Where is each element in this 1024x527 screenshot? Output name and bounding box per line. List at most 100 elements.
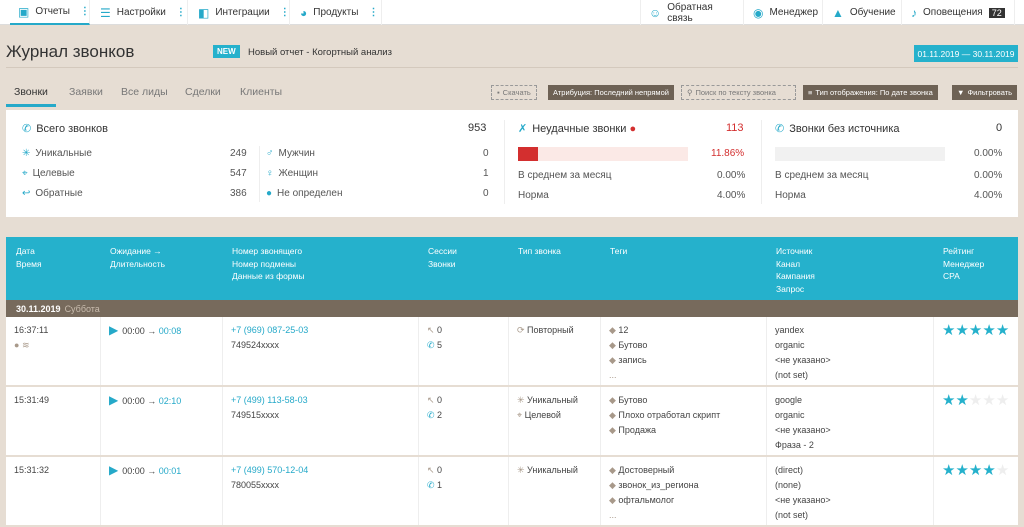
tab-requests[interactable]: Заявки (69, 86, 103, 98)
person-icon: ● (266, 188, 273, 199)
column-header[interactable]: Источник Канал Кампания Запрос (776, 245, 815, 295)
help-icon[interactable]: ● (629, 123, 637, 135)
filter-button[interactable]: ▼ Фильтровать (952, 85, 1018, 100)
group-weekday: Суббота (64, 303, 100, 314)
column-header[interactable]: Рейтинг Менеджер CPA (943, 245, 984, 283)
more-tags[interactable]: ... (609, 370, 617, 380)
page-title: Журнал звонков (6, 42, 135, 61)
download-button[interactable]: ▪ Скачать (491, 85, 537, 100)
star-icon[interactable]: ★ (942, 392, 956, 409)
nav-products[interactable]: ◕ Продукты ⋮ (292, 0, 382, 25)
tag-label: Бутово (618, 340, 648, 350)
comment-icon[interactable]: ● (14, 340, 22, 350)
column-header[interactable]: Ожидание → Длительность (110, 245, 165, 270)
stat-undefined-value: 0 (483, 188, 489, 199)
table-cell: ▶ 00:00 → 00:01 (100, 457, 222, 525)
more-icon[interactable]: ⋮ (79, 6, 90, 17)
star-icon[interactable]: ★ (982, 392, 996, 409)
attribution-button[interactable]: Атрибуция: Последний непрямой (548, 85, 674, 100)
header-label: Теги (610, 246, 628, 256)
nav-label: Продукты (313, 7, 359, 18)
tab-calls[interactable]: Звонки (6, 86, 56, 107)
label: Не определен (277, 188, 343, 199)
caller-phone[interactable]: +7 (499) 570-12-04 (231, 465, 309, 475)
more-icon[interactable]: ⋮ (175, 7, 186, 18)
star-icon[interactable]: ★ (955, 322, 969, 339)
star-icon[interactable]: ★ (982, 322, 996, 339)
rating[interactable]: ★★★★★ (942, 323, 1018, 338)
table-cell: 15:31:49 (6, 387, 100, 455)
star-icon[interactable]: ★ (968, 462, 983, 479)
header-label: Номер звонящего (232, 246, 303, 256)
tab-clients[interactable]: Клиенты (240, 86, 283, 98)
caller-phone[interactable]: +7 (969) 087-25-03 (231, 325, 309, 335)
source-field: Фраза - 2 (775, 440, 814, 450)
star-icon[interactable]: ★ (995, 462, 1010, 479)
call-text-search[interactable]: ⚲ Поиск по тексту звонка (681, 85, 796, 100)
star-icon[interactable]: ★ (942, 462, 956, 479)
new-report-link[interactable]: Новый отчет - Когортный анализ (248, 47, 392, 58)
nav-training[interactable]: ▲ Обучение (824, 0, 902, 25)
nav-manager[interactable]: ◉ Менеджер (745, 0, 823, 25)
duration[interactable]: 00:08 (158, 326, 182, 336)
no-source-percent: 0.00% (974, 148, 1003, 159)
tag: ◆ запись (609, 353, 766, 368)
star-icon[interactable]: ★ (955, 392, 969, 409)
table-cell: ★★★★★ (933, 457, 1018, 525)
date-range-picker[interactable]: 01.11.2019 — 30.11.2019 (914, 45, 1018, 62)
column-header[interactable]: Дата Время (16, 245, 42, 270)
display-type-button[interactable]: ≡ Тип отображения: По дате звонка (803, 85, 938, 100)
headset-icon: ◉ (753, 5, 764, 20)
stat-callback: ↩ Обратные (22, 188, 83, 199)
caller-phone[interactable]: +7 (499) 113-58-03 (231, 395, 308, 405)
nav-settings[interactable]: ☰ Настройки ⋮ (92, 0, 188, 25)
failed-call-icon: ✗ (518, 123, 528, 135)
header-label: Рейтинг (943, 246, 975, 256)
nav-label: Настройки (116, 7, 166, 18)
display-type-label: Тип отображения: По дате звонка (815, 88, 933, 97)
star-icon[interactable]: ★ (982, 462, 996, 479)
play-icon[interactable]: ▶ (109, 463, 119, 477)
rating[interactable]: ★★★★★ (942, 463, 1018, 478)
no-source-value: 0 (996, 122, 1003, 134)
nav-reports[interactable]: ▣ Отчеты ⋮ (10, 0, 90, 25)
star-icon[interactable]: ★ (955, 462, 969, 479)
tag: ◆ Бутово (609, 393, 766, 408)
tag-label: Плохо отработал скрипт (618, 410, 721, 420)
star-icon[interactable]: ★ (968, 392, 983, 409)
wait-duration: ▶ 00:00 → 00:08 (109, 323, 222, 339)
duration[interactable]: 02:10 (158, 396, 182, 406)
table-row: 15:31:49 ▶ 00:00 → 02:10 +7 (499) 113-58-03… (6, 387, 1018, 457)
header-label: Ожидание → (110, 246, 162, 256)
play-icon[interactable]: ▶ (109, 393, 119, 407)
more-tags[interactable]: ... (609, 510, 617, 520)
more-icon[interactable]: ⋮ (368, 7, 379, 18)
header-label: Длительность (110, 258, 166, 269)
star-icon[interactable]: ★ (942, 322, 956, 339)
column-header[interactable]: Тип звонка (518, 245, 561, 258)
duration[interactable]: 00:01 (158, 466, 182, 476)
label: Мужчин (278, 148, 315, 159)
table-cell: ▶ 00:00 → 02:10 (100, 387, 222, 455)
graduation-cap-icon: ▲ (832, 5, 844, 20)
nav-integrations[interactable]: ◧ Интеграции ⋮ (190, 0, 290, 25)
tag-icon: ◆ (609, 340, 619, 350)
column-header[interactable]: Сессии Звонки (428, 245, 457, 270)
column-header[interactable]: Номер звонящего Номер подмены Данные из фо… (232, 245, 304, 283)
tag: ◆ Достоверный (609, 463, 766, 478)
tag-icon: ◆ (609, 480, 619, 490)
rating[interactable]: ★★★★★ (942, 393, 1018, 408)
nav-feedback[interactable]: ☺ Обратная связь (640, 0, 744, 25)
header-label: Источник (776, 246, 813, 256)
star-icon[interactable]: ★ (968, 322, 983, 339)
play-icon[interactable]: ▶ (109, 323, 119, 337)
column-header[interactable]: Теги (610, 245, 627, 258)
coins-icon[interactable]: ≋ (21, 340, 30, 350)
tab-all-leads[interactable]: Все лиды (121, 86, 168, 98)
more-icon[interactable]: ⋮ (279, 7, 290, 18)
nav-notifications[interactable]: ♪ Оповещения 72 (903, 0, 1015, 25)
star-icon[interactable]: ★ (995, 322, 1010, 339)
tab-deals[interactable]: Сделки (185, 86, 221, 98)
substitution-number: 749524xxxx (231, 340, 280, 350)
star-icon[interactable]: ★ (995, 392, 1010, 409)
